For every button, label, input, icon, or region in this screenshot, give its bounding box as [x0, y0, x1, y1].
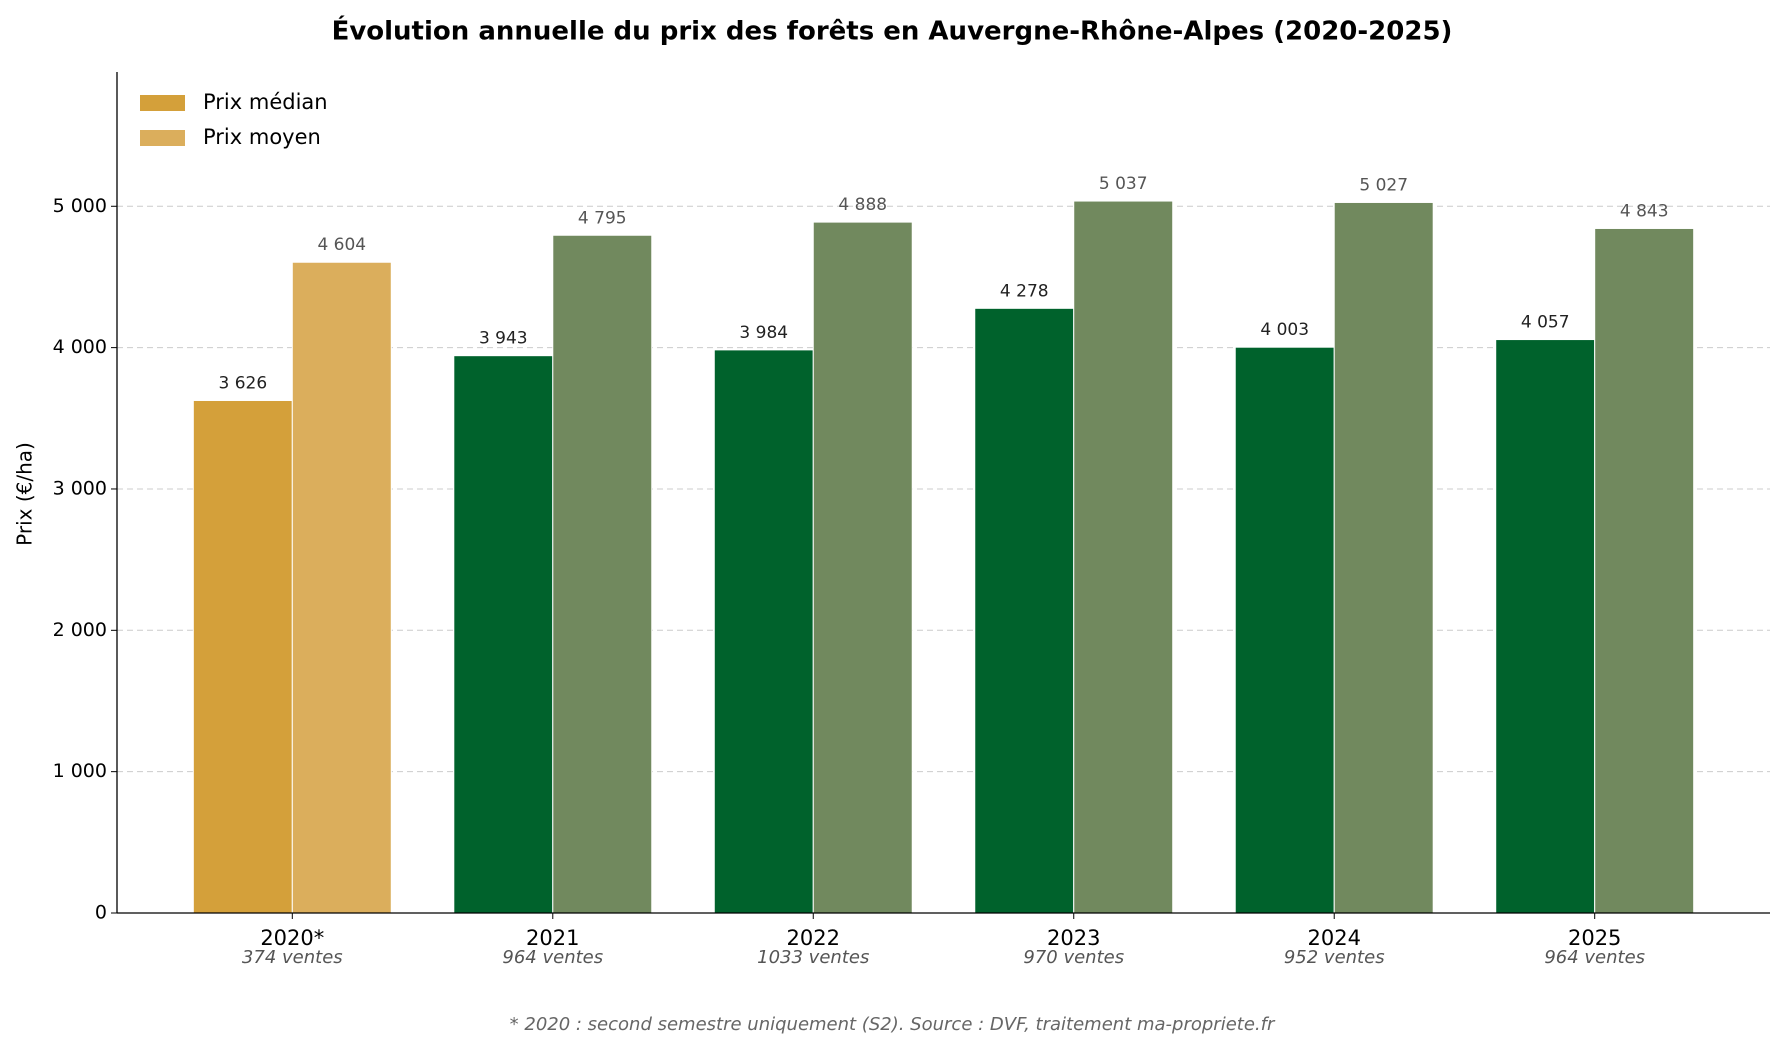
- value-label: 3 626: [218, 373, 267, 393]
- value-label: 3 984: [739, 323, 788, 343]
- x-tick-note: 374 ventes: [242, 947, 343, 968]
- x-tick-note: 952 ventes: [1284, 947, 1385, 968]
- bar: [453, 355, 554, 914]
- value-label: 5 037: [1099, 174, 1148, 194]
- x-tick-label: 2025: [1568, 926, 1621, 950]
- bar: [1234, 346, 1335, 914]
- y-tick-label: 4 000: [53, 336, 107, 358]
- bar: [192, 399, 293, 914]
- bar: [974, 307, 1075, 914]
- x-tick-note: 970 ventes: [1023, 947, 1124, 968]
- bar: [291, 261, 392, 914]
- x-tick-label: 2022: [787, 926, 840, 950]
- value-label: 4 795: [578, 208, 627, 228]
- legend-label: Prix moyen: [203, 125, 321, 149]
- value-label: 4 057: [1521, 313, 1570, 333]
- y-tick-label: 1 000: [53, 760, 107, 782]
- x-tick-label: 2024: [1307, 926, 1360, 950]
- bar: [812, 221, 913, 914]
- bar: [713, 349, 814, 914]
- footnote: * 2020 : second semestre uniquement (S2)…: [510, 1014, 1276, 1035]
- y-axis-label: Prix (€/ha): [13, 442, 37, 546]
- bar: [1495, 339, 1596, 914]
- bar: [1333, 201, 1434, 914]
- x-tick-label: 2023: [1047, 926, 1100, 950]
- value-label: 4 278: [1000, 281, 1049, 301]
- legend-swatch: [140, 130, 185, 146]
- y-tick-label: 3 000: [53, 477, 107, 499]
- value-label: 4 888: [838, 195, 887, 215]
- value-label: 3 943: [479, 329, 528, 349]
- x-tick-note: 1033 ventes: [757, 947, 869, 968]
- value-label: 5 027: [1359, 175, 1408, 195]
- x-tick-label: 2021: [526, 926, 579, 950]
- bar: [552, 234, 653, 914]
- chart-title: Évolution annuelle du prix des forêts en…: [332, 15, 1453, 47]
- x-tick-note: 964 ventes: [1544, 947, 1645, 968]
- value-label: 4 843: [1620, 201, 1669, 221]
- y-tick-label: 2 000: [53, 619, 107, 641]
- legend-swatch: [140, 95, 185, 111]
- value-label: 4 003: [1260, 320, 1309, 340]
- value-label: 4 604: [317, 235, 366, 255]
- x-tick-label: 2020*: [260, 926, 324, 950]
- bar: [1073, 200, 1174, 914]
- y-tick-label: 0: [95, 902, 107, 924]
- bar: [1594, 227, 1695, 914]
- y-tick-label: 5 000: [53, 195, 107, 217]
- legend-label: Prix médian: [203, 90, 328, 114]
- x-tick-note: 964 ventes: [502, 947, 603, 968]
